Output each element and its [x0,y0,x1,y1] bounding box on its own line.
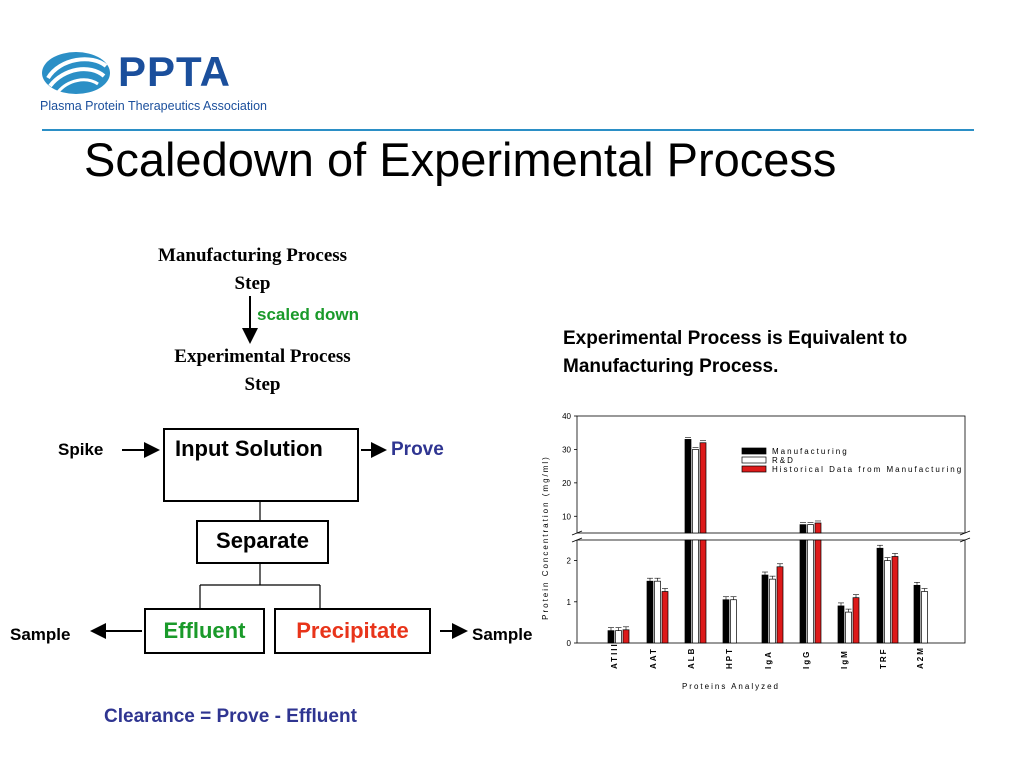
bar [913,584,921,644]
input-solution-box [163,428,359,502]
category-label: IgA [764,650,773,669]
spike-label: Spike [58,440,104,459]
precipitate-box [274,608,431,654]
category-label: HPT [725,647,734,669]
bar [646,580,654,644]
input-solution-label: Input Solution [175,436,323,461]
bar [684,539,692,644]
chart-upper-frame [576,415,966,534]
category-label: AAT [649,647,658,669]
y-tick-label: 0 [567,639,572,648]
bar [692,449,699,534]
x-axis-title: Proteins Analyzed [682,682,780,691]
y-tick-label: 40 [562,412,571,421]
bar [776,566,784,644]
bar [769,578,776,644]
logo-subtitle: Plasma Protein Therapeutics Association [40,99,267,113]
legend-swatch [741,465,767,473]
bar [891,556,899,644]
legend-swatch [741,447,767,455]
bar [799,539,807,644]
category-label: IgG [802,650,811,669]
effluent-box [144,608,265,654]
y-axis-title: Protein Concentration (mg/ml) [541,455,550,620]
separate-label: Separate [216,528,309,553]
experimental-step-line1: Experimental Process [174,346,351,367]
category-label: TRF [879,647,888,669]
experimental-step-label: Experimental Process Step [140,343,385,399]
sample-left-label: Sample [10,625,71,644]
bar [807,524,814,534]
y-tick-label: 2 [567,557,572,566]
bar [622,629,630,644]
axis-break-gap [571,533,971,540]
bar [654,580,661,644]
category-label: IgM [840,649,849,669]
category-label: ATIII [610,642,619,669]
axis-break-mark [571,537,583,543]
bar [799,524,807,534]
precipitate-label: Precipitate [296,618,409,643]
legend-label: Manufacturing [772,447,849,456]
legend-swatch [741,456,767,464]
bar [814,539,822,644]
axis-break-mark [571,530,583,536]
bar [837,605,845,644]
y-tick-label: 30 [562,445,571,454]
category-label: ALB [687,647,696,669]
bar [876,547,884,644]
bar [607,630,615,644]
slide-title: Scaledown of Experimental Process [84,133,837,186]
logo-wordmark: PPTA [118,48,231,95]
category-label: A2M [916,646,925,669]
bar [615,630,622,644]
clearance-formula: Clearance = Prove - Effluent [104,706,357,727]
legend-label: R&D [772,456,795,465]
y-tick-label: 20 [562,479,571,488]
scaled-down-label: scaled down [257,305,360,324]
axis-break-mark [959,530,971,536]
bar [699,539,707,644]
y-tick-label: 10 [562,512,571,521]
bar [722,599,730,644]
bar [884,560,891,644]
y-tick-label: 1 [567,598,572,607]
bar [921,591,928,644]
ppta-logo-icon [42,52,110,94]
sample-right-label: Sample [472,625,533,644]
effluent-label: Effluent [163,618,246,643]
manufacturing-step-line1: Manufacturing Process [157,245,348,266]
prove-label: Prove [391,439,444,460]
bar [807,539,814,644]
bar [845,611,852,644]
protein-concentration-chart: 10 20 30 40 0 1 2 ATIII AAT ALB HPT IgA IgG IgM TRF A2M… [541,412,971,691]
bar [852,597,860,644]
bar [814,522,822,534]
header-divider [42,129,974,131]
bar [730,599,737,644]
bar [661,591,669,644]
manufacturing-step-line2: Step [234,273,271,294]
bar [699,442,707,534]
bar [684,439,692,534]
separate-box [196,520,329,564]
axis-break-mark [959,537,971,543]
bar [692,539,699,644]
equivalence-note: Experimental Process is Equivalent to Ma… [563,328,908,377]
manufacturing-step-label: Manufacturing Process Step [130,242,375,298]
legend-label: Historical Data from Manufacturing [772,465,963,474]
experimental-step-line2: Step [244,374,281,395]
bar [761,574,769,644]
